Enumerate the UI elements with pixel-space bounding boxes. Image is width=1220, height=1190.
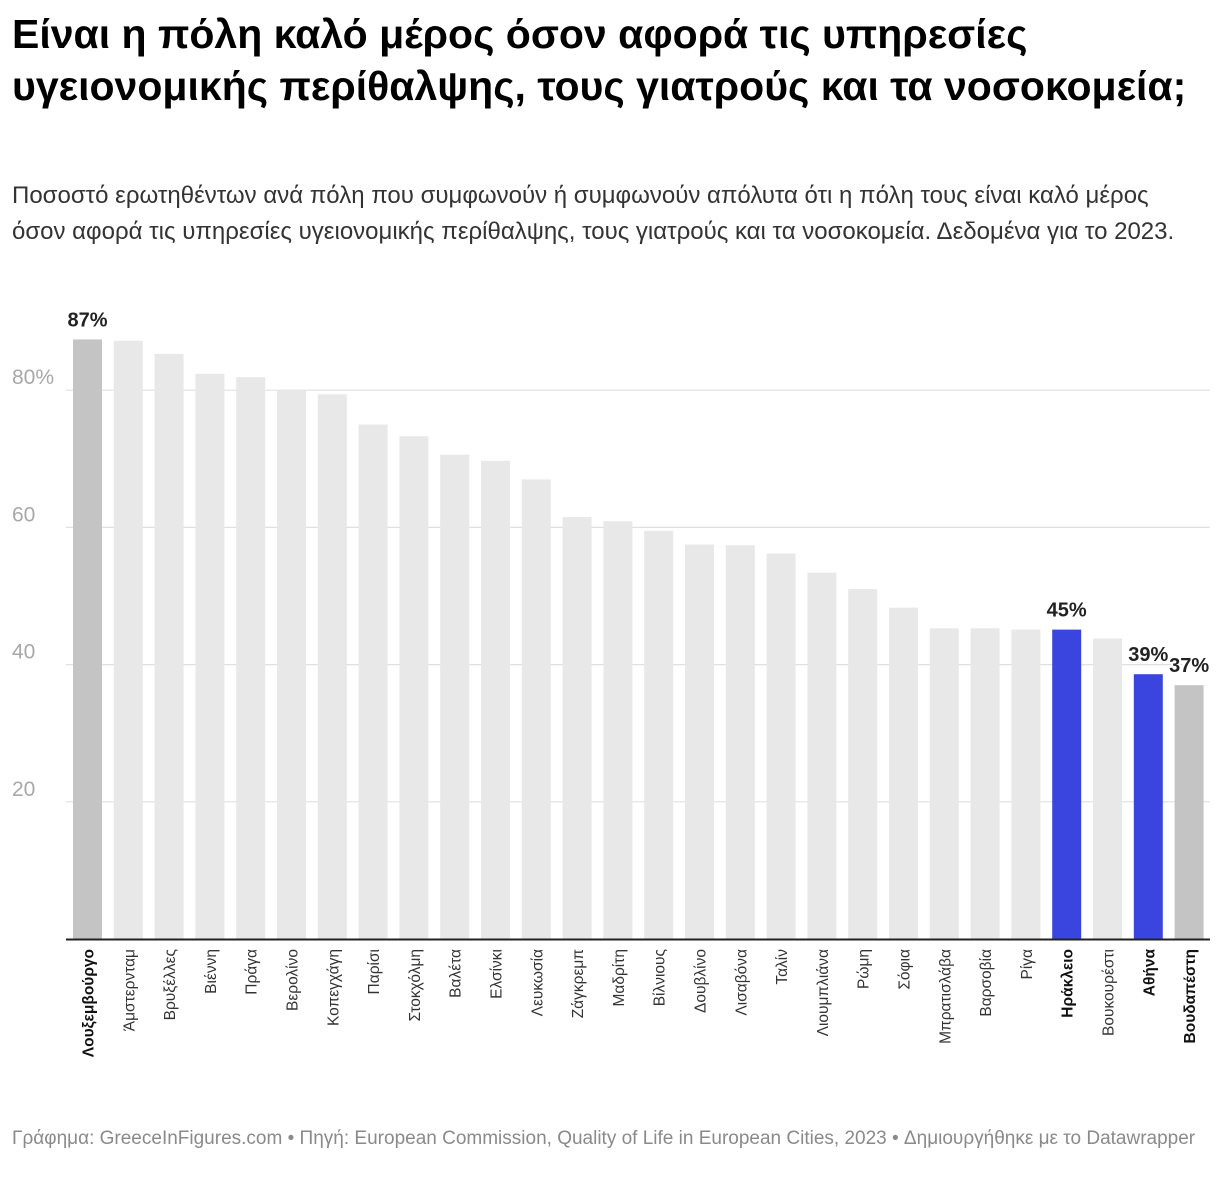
- data-label: 87%: [67, 309, 107, 331]
- category-label: Ρίγα: [1019, 949, 1036, 980]
- bar: [277, 390, 306, 939]
- category-label: Σόφια: [897, 949, 914, 990]
- y-tick-label: 80%: [12, 366, 54, 389]
- bar: [603, 521, 633, 939]
- category-label: Λιουμπλιάνα: [815, 949, 832, 1036]
- bar: [73, 339, 102, 939]
- bar: [1133, 674, 1163, 939]
- category-label: Ρώμη: [856, 949, 873, 989]
- category-label: Βίλνιους: [652, 949, 669, 1006]
- category-label: Βερολίνο: [285, 949, 302, 1011]
- category-label: Βουδαπέστη: [1182, 949, 1199, 1043]
- bar: [685, 544, 714, 939]
- category-label: Λουξεμβούργο: [81, 949, 98, 1057]
- y-tick-label: 20: [12, 778, 35, 801]
- category-label: Λισαβόνα: [733, 949, 750, 1016]
- category-label: Ζάγκρεμπ: [570, 949, 587, 1019]
- category-label: Παρίσι: [366, 949, 383, 994]
- y-tick-label: 60: [12, 503, 35, 526]
- bar: [113, 340, 143, 939]
- bar: [644, 530, 674, 939]
- category-label: Λευκωσία: [529, 949, 546, 1016]
- chart-footer: Γράφημα: GreeceInFigures.com • Πηγή: Eur…: [12, 1128, 1196, 1149]
- bar: [1093, 638, 1122, 939]
- category-label: Άμστερνταμ: [121, 949, 138, 1031]
- category-label: Βαλέτα: [448, 949, 465, 998]
- bar: [970, 628, 1000, 939]
- bar: [236, 377, 266, 939]
- bar: [1052, 629, 1082, 939]
- bar: [725, 545, 755, 939]
- bar: [562, 517, 592, 939]
- category-label: Δουβλίνο: [693, 949, 710, 1013]
- category-label: Στοκχόλμη: [407, 949, 424, 1021]
- bar: [889, 607, 918, 939]
- data-label: 39%: [1128, 644, 1168, 666]
- category-label: Βρυξέλλες: [162, 949, 179, 1020]
- chart-subtitle: Ποσοστό ερωτηθέντων ανά πόλη που συμφωνο…: [12, 182, 1175, 245]
- bar: [1011, 629, 1041, 939]
- category-label: Βιέννη: [203, 949, 220, 994]
- bar: [766, 553, 796, 939]
- y-tick-label: 40: [12, 641, 35, 664]
- category-label: Κοπεγχάγη: [325, 949, 342, 1026]
- data-label: 45%: [1047, 600, 1087, 622]
- bars: [73, 339, 1204, 940]
- category-label: Πράγα: [244, 949, 261, 995]
- category-label: Ελσίνκι: [489, 949, 506, 999]
- bar: [481, 460, 510, 939]
- bar: [317, 394, 347, 939]
- category-label: Ταλίν: [774, 949, 791, 985]
- category-label: Μαδρίτη: [611, 949, 628, 1007]
- bar: [154, 353, 184, 939]
- bar: [1174, 685, 1204, 939]
- category-labels: Λουξεμβούργο Άμστερνταμ Βρυξέλλες Βιέννη Πρά…: [81, 949, 1200, 1058]
- bar: [358, 424, 388, 939]
- data-labels: 87% 45% 39% 37%: [65, 307, 1211, 679]
- category-label: Ηράκλειο: [1060, 949, 1077, 1018]
- data-label: 37%: [1169, 655, 1209, 677]
- chart-title: Είναι η πόλη καλό μέρος όσον αφορά τις υ…: [12, 11, 1187, 109]
- bar: [440, 454, 470, 939]
- category-label: Αθήνα: [1141, 949, 1158, 997]
- bar-chart: 20 40 60 80% 87% 45% 39% 37% Λουξεμβούργο Άμστε…: [12, 307, 1211, 1058]
- category-label: Βουκουρέστι: [1101, 949, 1118, 1036]
- category-label: Βαρσοβία: [978, 949, 995, 1017]
- bar: [807, 572, 837, 939]
- bar: [399, 436, 429, 939]
- bar: [521, 479, 551, 939]
- bar: [929, 628, 959, 939]
- bar: [848, 589, 878, 939]
- category-label: Μπρατισλάβα: [937, 949, 954, 1044]
- bar: [195, 373, 225, 940]
